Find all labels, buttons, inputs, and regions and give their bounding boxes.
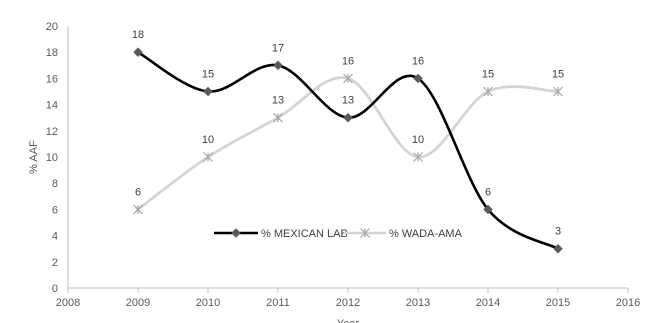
data-label-wada-ama: 10 [412,134,424,146]
y-tick-label: 20 [46,21,58,33]
y-tick-label: 6 [52,204,58,216]
data-point-mexican-lab [483,204,493,215]
data-point-wada-ama [203,152,213,162]
data-point-wada-ama [553,86,563,97]
data-point-wada-ama [273,112,283,123]
data-point-mexican-lab [413,73,423,84]
data-label-wada-ama: 16 [342,55,354,67]
x-tick-label: 2016 [616,297,640,309]
data-point-wada-ama [133,204,143,215]
x-tick-label: 2009 [126,297,150,309]
y-tick-label: 18 [46,47,58,59]
data-label-mexican-lab: 6 [485,186,491,198]
data-label-mexican-lab: 15 [202,69,214,81]
x-axis-title: Year [337,318,360,323]
x-tick-label: 2010 [196,297,220,309]
x-tick-label: 2008 [56,297,80,309]
data-point-mexican-lab [343,112,353,123]
data-label-mexican-lab: 18 [132,29,144,41]
y-tick-label: 2 [52,257,58,269]
legend-marker-wada-ama [360,228,370,238]
y-tick-label: 16 [46,73,58,85]
x-tick-label: 2012 [336,297,360,309]
data-point-mexican-lab [133,47,143,58]
data-point-mexican-lab [553,243,563,254]
data-label-wada-ama: 15 [552,69,564,81]
data-point-wada-ama [343,73,353,84]
data-label-wada-ama: 15 [482,69,494,81]
y-tick-label: 14 [46,100,58,112]
legend-label-wada-ama: % WADA-AMA [389,228,463,240]
legend-label-mexican-lab: % MEXICAN LAB [261,228,348,240]
data-label-wada-ama: 6 [135,186,141,198]
data-label-wada-ama: 13 [272,95,284,107]
y-tick-label: 8 [52,178,58,190]
legend-marker-mexican-lab [231,228,241,238]
data-point-mexican-lab [203,86,213,97]
data-point-mexican-lab [273,60,283,71]
x-tick-label: 2015 [546,297,570,309]
data-label-mexican-lab: 16 [412,55,424,67]
y-tick-label: 12 [46,126,58,138]
data-label-mexican-lab: 17 [272,42,284,54]
data-label-wada-ama: 10 [202,134,214,146]
data-point-wada-ama [413,152,423,162]
x-tick-label: 2011 [266,297,290,309]
y-tick-label: 0 [52,283,58,295]
data-point-wada-ama [483,86,493,97]
x-tick-label: 2013 [406,297,430,309]
x-tick-label: 2014 [476,297,500,309]
data-label-mexican-lab: 3 [555,226,561,238]
y-tick-label: 4 [52,231,58,243]
y-tick-label: 10 [46,152,58,164]
data-label-mexican-lab: 13 [342,95,354,107]
y-axis-title: % AAF [28,140,40,174]
